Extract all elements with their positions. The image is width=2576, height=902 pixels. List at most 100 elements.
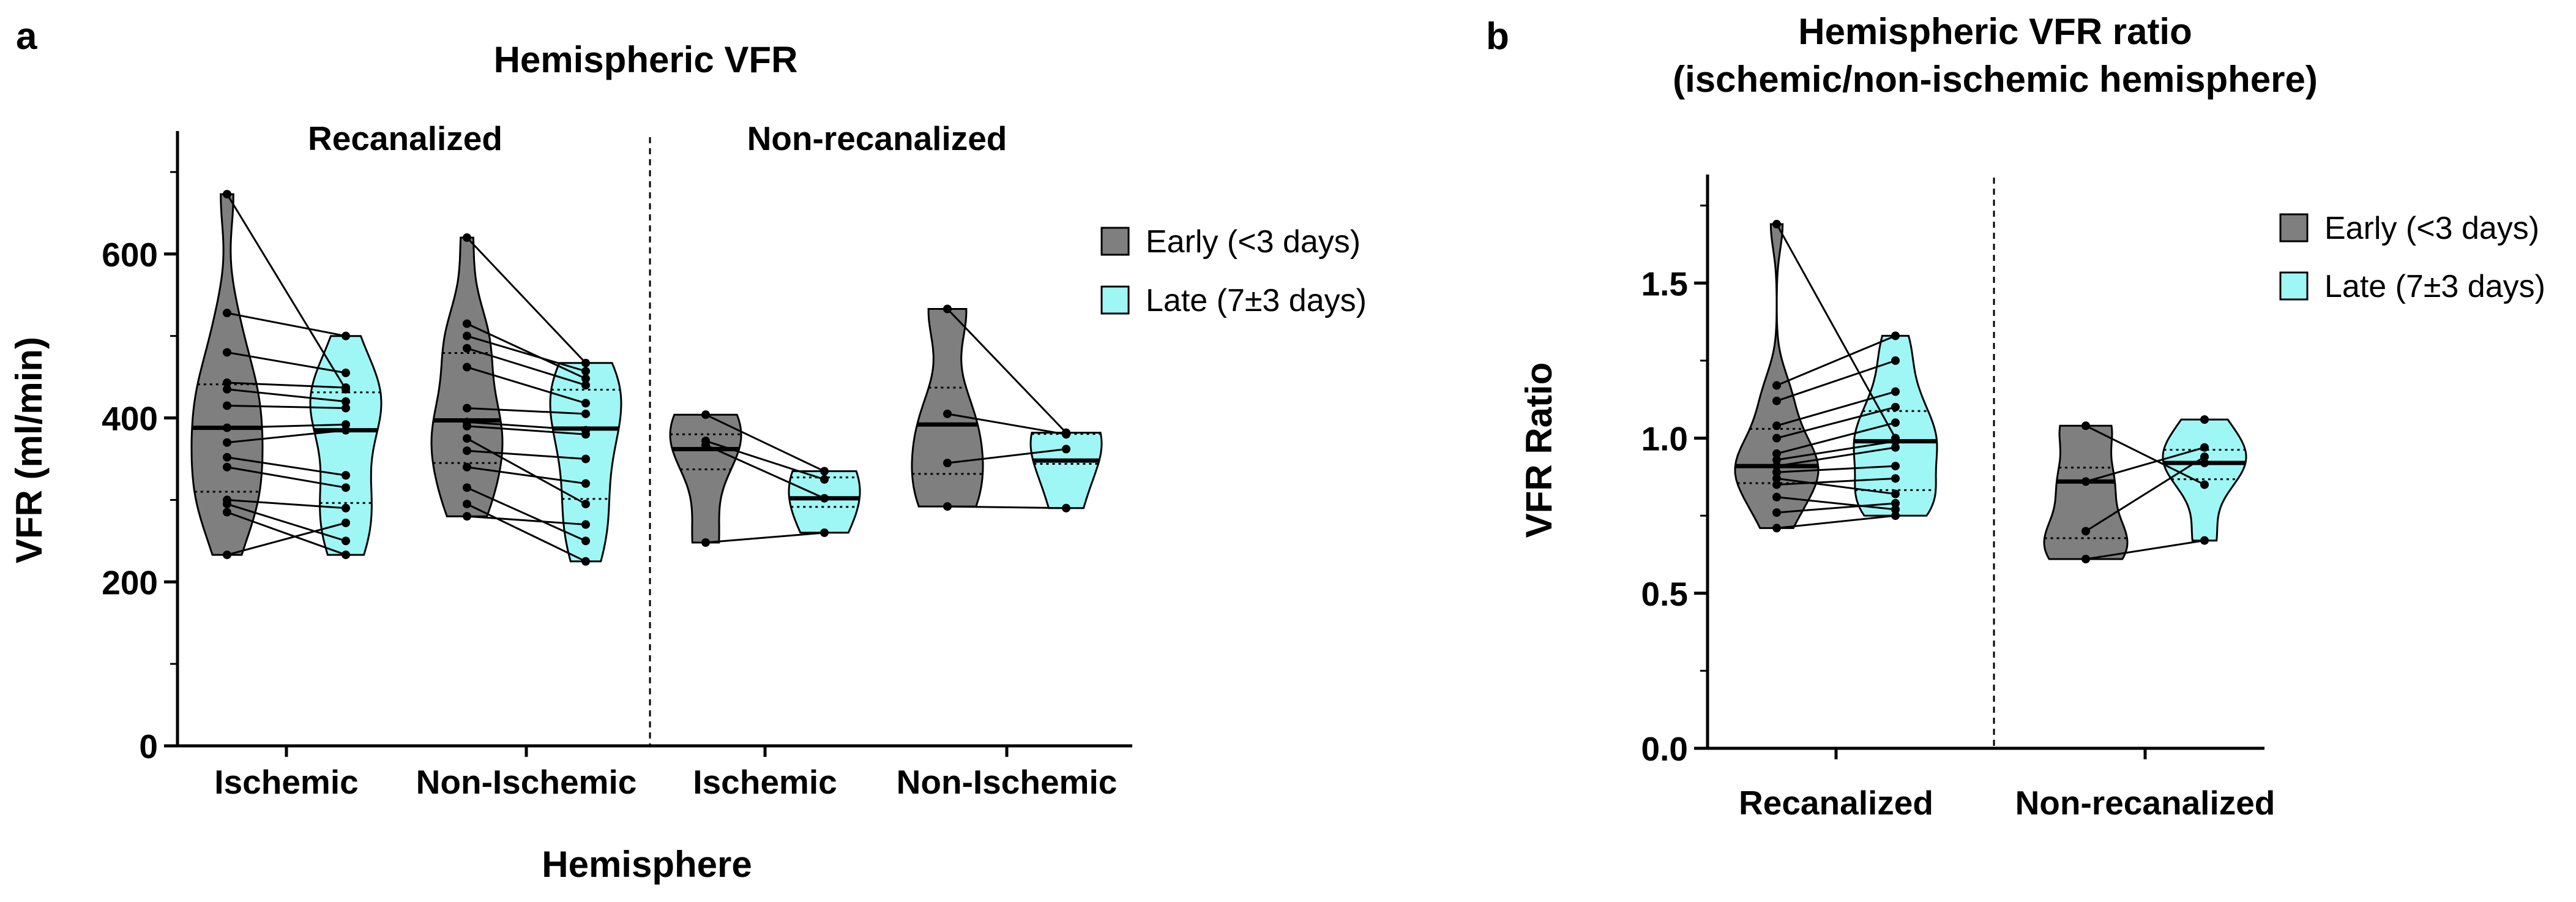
pairing-line [705, 532, 825, 544]
pairing-line [1776, 406, 1896, 439]
data-point-late [581, 399, 590, 408]
panel-b-label: b [1486, 15, 1509, 58]
data-point-early [223, 190, 231, 199]
pairing-line [226, 456, 346, 476]
pairing-line [466, 425, 586, 435]
data-point-early [223, 508, 231, 517]
data-point-early [463, 363, 471, 372]
panel-a-legend: Early (<3 days) Late (7±3 days) [1100, 224, 1367, 318]
pairing-line [2085, 446, 2205, 483]
data-point-early [463, 512, 471, 521]
data-point-late [342, 518, 350, 527]
panel-b-plot-area: 0.0 0.5 1.0 1.5 Recanalized Non-recanalized [1641, 175, 2275, 822]
data-point-late [581, 557, 590, 566]
data-point-early [943, 502, 952, 511]
data-point-early [463, 404, 471, 413]
panel-b-y-axis-label: VFR Ratio [1518, 363, 1559, 538]
pairing-line [226, 503, 346, 542]
pairing-line [226, 351, 346, 374]
data-point-early [223, 385, 231, 394]
data-point-early [463, 500, 471, 509]
data-point-early [1772, 492, 1781, 502]
violin-early [430, 236, 504, 517]
data-point-late [581, 454, 590, 464]
panel-a-group-label-recanalized: Recanalized [308, 119, 502, 157]
x-tick-label: Non-Ischemic [416, 763, 637, 801]
data-point-late [1062, 430, 1070, 439]
pairing-line [466, 407, 586, 415]
data-point-late [1891, 511, 1900, 521]
legend-swatch-late [2279, 271, 2309, 301]
legend-label-early: Early (<3 days) [1146, 224, 1361, 260]
data-point-late [342, 397, 350, 406]
legend-swatch-late [1100, 285, 1130, 315]
x-tick-label: Non-Ischemic [897, 763, 1118, 801]
pairing-line [466, 466, 586, 485]
pairing-line [1776, 514, 1896, 529]
violin-early [2043, 424, 2129, 560]
y-tick-label: 0.5 [1641, 575, 1688, 613]
data-point-early [1772, 455, 1781, 464]
data-point-early [463, 331, 471, 340]
pairing-line [466, 323, 586, 380]
data-point-early [223, 401, 231, 410]
pairing-line [226, 404, 346, 409]
pairing-line [705, 413, 825, 472]
pairing-line [226, 522, 346, 556]
data-point-early [463, 233, 471, 242]
data-point-early [223, 423, 231, 432]
panel-a-label: a [16, 15, 37, 58]
data-point-late [2200, 459, 2209, 468]
panel-b-subtitle: (ischemic/non-ischemic hemisphere) [1673, 59, 2318, 100]
pairing-line [466, 347, 586, 386]
data-point-early [223, 348, 231, 357]
data-point-late [1891, 418, 1900, 427]
pairing-line [466, 335, 586, 372]
data-point-late [1891, 356, 1900, 365]
data-point-late [820, 467, 829, 476]
data-point-early [463, 421, 471, 430]
data-point-early [1772, 434, 1781, 443]
panel-a: a Hemispheric VFR Recanalized Non-recana… [9, 15, 1367, 885]
data-point-late [1891, 474, 1900, 483]
data-point-late [342, 551, 350, 560]
data-point-early [1772, 468, 1781, 477]
data-point-early [2081, 421, 2090, 430]
data-point-late [342, 404, 350, 413]
data-point-late [342, 503, 350, 513]
pairing-line [226, 194, 347, 390]
violin-late [1029, 432, 1103, 509]
data-point-early [943, 409, 952, 418]
data-point-early [223, 309, 231, 318]
pairing-line [226, 312, 346, 337]
data-point-late [1891, 462, 1900, 471]
data-point-late [581, 409, 590, 418]
data-point-early [2081, 527, 2090, 536]
data-point-early [1772, 462, 1781, 471]
data-point-late [2200, 536, 2209, 545]
x-tick-label: Recanalized [1739, 784, 1933, 822]
pairing-line [466, 236, 587, 364]
data-point-early [223, 500, 231, 509]
data-point-late [581, 500, 590, 509]
pairing-line [1776, 477, 1896, 495]
data-point-early [463, 483, 471, 492]
violin-early [1734, 223, 1820, 529]
x-tick-label: Ischemic [693, 763, 837, 801]
data-point-late [1062, 503, 1070, 513]
x-tick-label: Non-recanalized [2015, 784, 2275, 822]
pairing-line [2085, 456, 2205, 532]
data-point-late [2200, 452, 2209, 461]
data-point-early [463, 462, 471, 472]
violin-early [190, 193, 264, 556]
data-point-late [581, 430, 590, 439]
pairing-line [226, 388, 346, 403]
pairing-line [705, 444, 825, 500]
pairing-line [2085, 539, 2205, 560]
data-point-late [1891, 489, 1900, 498]
y-tick-label: 0.0 [1641, 730, 1688, 768]
data-point-late [581, 358, 590, 367]
data-point-early [943, 459, 952, 468]
pairing-line [466, 449, 586, 460]
